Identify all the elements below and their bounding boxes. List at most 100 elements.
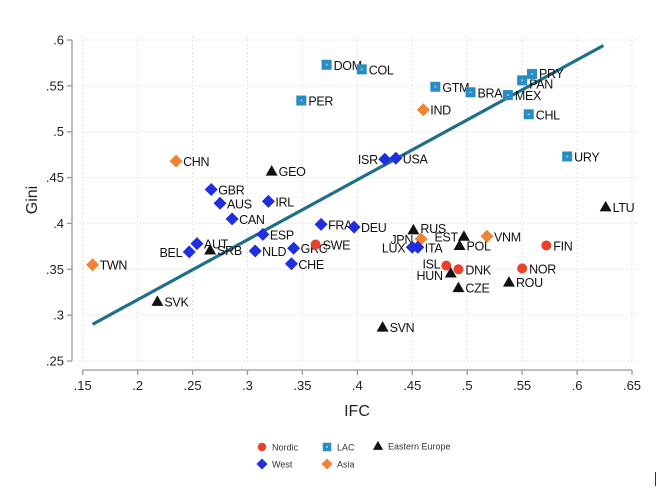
point-pry: PRY — [527, 67, 565, 81]
marker-square-dot — [325, 63, 328, 66]
point-svk: SVK — [151, 295, 190, 309]
marker-diamond — [169, 154, 183, 168]
marker-diamond — [213, 196, 227, 210]
y-tick-label: .5 — [53, 124, 64, 139]
point-pan: PAN — [517, 75, 554, 91]
point-per: PER — [296, 95, 334, 109]
legend-label: Eastern Europe — [388, 442, 451, 452]
legend-item-nordic: Nordic — [257, 442, 299, 453]
marker-triangle — [444, 266, 457, 278]
marker-diamond — [204, 182, 218, 196]
point-label: TWN — [100, 259, 128, 273]
y-tick-label: .3 — [53, 308, 64, 323]
point-label: NLD — [262, 245, 286, 259]
point-svn: SVN — [376, 321, 415, 335]
x-tick-label: .15 — [74, 378, 92, 393]
point-label: RUS — [420, 222, 446, 236]
marker-square-dot — [300, 99, 303, 102]
point-label: CHN — [183, 155, 209, 169]
grid — [78, 36, 638, 362]
x-tick-label: .25 — [184, 378, 202, 393]
marker-triangle — [204, 244, 217, 255]
point-label: CHE — [298, 258, 324, 272]
point-label: SVK — [164, 295, 189, 309]
legend: Nordic LAC Eastern Europe West Asia — [256, 440, 451, 470]
point-cze: CZE — [452, 281, 490, 296]
point-geo: GEO — [265, 165, 306, 179]
marker-square-dot — [469, 91, 472, 94]
legend-item-west: West — [256, 458, 293, 470]
point-twn: TWN — [86, 258, 128, 273]
x-tick-label: .2 — [132, 378, 143, 393]
marker-diamond — [480, 229, 494, 243]
legend-label: Nordic — [272, 443, 299, 453]
point-rou: ROU — [502, 276, 543, 290]
point-col: COL — [356, 63, 394, 77]
point-label: ISR — [358, 153, 378, 167]
marker-triangle — [502, 276, 515, 287]
x-tick-label: .6 — [572, 378, 583, 393]
point-fra: FRA — [314, 217, 353, 232]
point-label: CZE — [465, 282, 489, 296]
data-points: TWNCHNINDJPNVNMGBRAUSIRLCANESPBELAUTNLDG… — [86, 59, 635, 335]
marker-circle — [257, 442, 267, 452]
point-label: EST — [434, 230, 458, 244]
marker-circle — [517, 263, 528, 274]
marker-triangle — [407, 223, 420, 235]
marker-diamond — [261, 194, 275, 208]
point-gtm: GTM — [430, 81, 470, 95]
point-label: VNM — [494, 230, 521, 244]
point-label: SRB — [217, 244, 242, 258]
point-che: CHE — [284, 257, 324, 272]
point-label: MEX — [515, 89, 542, 103]
point-label: PAN — [529, 77, 553, 91]
point-rus: RUS — [407, 222, 446, 236]
marker-circle — [310, 239, 321, 250]
point-label: BRA — [478, 86, 504, 100]
legend-item-asia: Asia — [321, 458, 355, 470]
point-label: USA — [403, 152, 429, 166]
point-label: JPN — [390, 233, 413, 247]
marker-diamond — [347, 220, 361, 234]
marker-diamond — [378, 152, 392, 166]
point-label: LUX — [382, 241, 406, 255]
marker-diamond — [321, 458, 333, 470]
point-label: PRY — [539, 67, 565, 81]
marker-diamond — [284, 257, 298, 271]
marker-triangle — [265, 165, 278, 176]
marker-diamond — [389, 151, 403, 165]
point-label: COL — [369, 63, 394, 77]
point-label: POL — [467, 239, 491, 253]
legend-label: West — [272, 460, 293, 470]
point-label: LTU — [613, 201, 635, 215]
marker-diamond — [256, 458, 268, 470]
legend-label: LAC — [337, 443, 355, 453]
point-mex: MEX — [502, 89, 542, 103]
point-label: FRA — [328, 218, 353, 232]
x-tick-label: .45 — [403, 378, 421, 393]
marker-diamond — [190, 237, 204, 251]
marker-triangle — [372, 440, 384, 450]
marker-triangle — [452, 281, 465, 293]
point-ind: IND — [416, 103, 451, 118]
point-pol: POL — [453, 239, 491, 253]
point-label: SWE — [323, 239, 351, 253]
point-bel: BEL — [160, 245, 196, 260]
marker-triangle — [599, 200, 612, 212]
marker-circle — [541, 240, 552, 251]
point-label: HUN — [417, 269, 443, 283]
marker-square-dot — [360, 68, 363, 71]
point-swe: SWE — [310, 239, 351, 253]
point-can: CAN — [225, 212, 265, 227]
marker-triangle — [453, 239, 466, 250]
marker-diamond — [248, 244, 262, 258]
point-label: DNK — [465, 263, 491, 277]
point-dnk: DNK — [453, 263, 492, 277]
point-label: DOM — [334, 59, 362, 73]
point-aus: AUS — [213, 196, 252, 211]
legend-item-eastern-europe: Eastern Europe — [372, 440, 451, 452]
point-label: ROU — [516, 276, 543, 290]
point-label: PER — [308, 95, 333, 109]
point-label: IRL — [275, 195, 294, 209]
